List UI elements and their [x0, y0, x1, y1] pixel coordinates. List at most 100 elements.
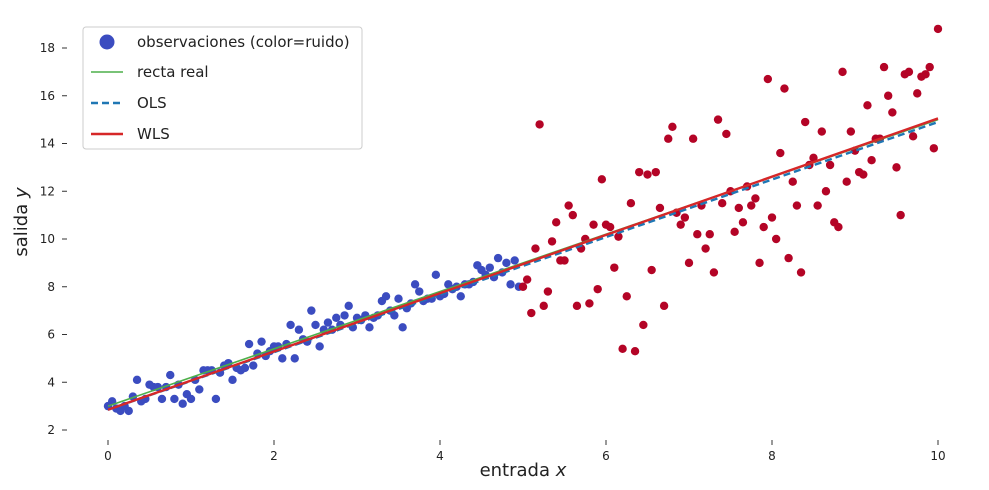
- data-point-high-noise: [531, 244, 540, 253]
- data-point-low-noise: [510, 256, 519, 265]
- data-point-low-noise: [170, 394, 179, 404]
- data-point-high-noise: [684, 258, 694, 268]
- data-point-high-noise: [568, 210, 577, 220]
- data-point-low-noise: [240, 363, 250, 373]
- data-point-low-noise: [485, 263, 494, 272]
- data-point-high-noise: [842, 177, 851, 186]
- data-point-high-noise: [796, 268, 806, 277]
- data-point-high-noise: [593, 284, 602, 294]
- data-point-high-noise: [863, 101, 872, 110]
- data-point-high-noise: [718, 198, 727, 208]
- data-point-low-noise: [244, 339, 254, 349]
- x-tick-label: 2: [270, 449, 278, 463]
- data-point-low-noise: [132, 375, 142, 385]
- fit-lines: [107, 117, 939, 411]
- x-tick-label: 0: [104, 449, 112, 463]
- data-point-low-noise: [502, 258, 511, 268]
- data-point-high-noise: [925, 62, 934, 72]
- data-point-high-noise: [825, 160, 835, 170]
- data-point-low-noise: [323, 318, 333, 327]
- data-point-high-noise: [622, 292, 631, 301]
- data-point-high-noise: [921, 70, 930, 79]
- data-point-high-noise: [792, 201, 802, 210]
- data-point-low-noise: [390, 311, 399, 320]
- legend-label-recta-real: recta real: [137, 63, 209, 81]
- data-point-high-noise: [780, 84, 789, 93]
- data-point-low-noise: [186, 394, 196, 404]
- data-point-low-noise: [415, 287, 424, 296]
- y-tick-label: 4: [47, 375, 55, 389]
- data-point-high-noise: [701, 244, 710, 253]
- data-point-low-noise: [290, 354, 299, 363]
- data-point-high-noise: [767, 213, 777, 222]
- data-point-low-noise: [257, 337, 266, 346]
- data-point-low-noise: [294, 325, 304, 334]
- x-axis: 0 2 4 6 8 10: [104, 440, 946, 463]
- data-point-low-noise: [157, 394, 167, 404]
- data-point-low-noise: [394, 294, 403, 303]
- data-point-low-noise: [311, 320, 320, 330]
- data-point-low-noise: [195, 385, 204, 394]
- data-point-high-noise: [589, 220, 598, 229]
- data-point-high-noise: [859, 170, 868, 179]
- y-tick-label: 18: [40, 41, 55, 55]
- data-point-high-noise: [817, 127, 826, 136]
- data-point-high-noise: [834, 222, 843, 232]
- data-point-high-noise: [801, 117, 810, 127]
- y-tick-label: 10: [40, 232, 55, 246]
- data-point-high-noise: [527, 308, 536, 318]
- data-point-high-noise: [755, 258, 764, 268]
- data-point-high-noise: [680, 213, 690, 222]
- data-point-high-noise: [867, 156, 876, 165]
- y-tick-label: 6: [47, 328, 55, 342]
- y-tick-label: 12: [40, 184, 55, 198]
- data-point-low-noise: [506, 280, 515, 289]
- data-point-low-noise: [286, 320, 295, 330]
- x-tick-label: 6: [602, 449, 610, 463]
- data-point-high-noise: [693, 230, 702, 239]
- data-point-low-noise: [398, 323, 407, 332]
- data-point-low-noise: [381, 292, 391, 301]
- data-point-high-noise: [605, 222, 615, 232]
- data-point-high-noise: [771, 234, 781, 244]
- data-point-low-noise: [340, 311, 349, 320]
- data-point-high-noise: [730, 227, 739, 237]
- data-point-high-noise: [539, 301, 548, 311]
- legend: observaciones (color=ruido) recta real O…: [82, 26, 363, 150]
- legend-marker-observaciones: [99, 34, 115, 50]
- y-tick-label: 16: [40, 89, 55, 103]
- x-tick-label: 4: [436, 449, 444, 463]
- data-point-high-noise: [688, 134, 698, 143]
- data-point-high-noise: [676, 220, 685, 229]
- data-point-low-noise: [493, 253, 503, 263]
- data-point-high-noise: [896, 210, 905, 220]
- data-point-high-noise: [751, 194, 760, 203]
- data-point-high-noise: [651, 167, 660, 177]
- data-point-high-noise: [892, 163, 901, 172]
- legend-label-observaciones: observaciones (color=ruido): [137, 33, 350, 51]
- data-point-high-noise: [647, 265, 656, 275]
- data-point-low-noise: [124, 406, 133, 416]
- data-point-low-noise: [344, 301, 353, 311]
- data-point-high-noise: [879, 62, 889, 72]
- y-axis: 2 4 6 8 10 12 14 16 18: [40, 41, 67, 437]
- data-point-high-noise: [547, 237, 557, 246]
- data-point-high-noise: [560, 256, 569, 265]
- data-point-high-noise: [888, 108, 897, 117]
- data-point-high-noise: [813, 201, 822, 210]
- y-tick-label: 14: [40, 137, 55, 151]
- data-point-high-noise: [597, 175, 607, 184]
- data-point-low-noise: [278, 354, 287, 363]
- data-point-high-noise: [884, 91, 893, 100]
- data-point-high-noise: [776, 148, 785, 158]
- data-point-low-noise: [410, 280, 420, 289]
- data-point-high-noise: [643, 170, 652, 179]
- data-point-low-noise: [166, 370, 175, 380]
- x-tick-label: 10: [930, 449, 945, 463]
- data-point-high-noise: [784, 253, 793, 263]
- data-point-high-noise: [535, 120, 544, 129]
- data-point-high-noise: [738, 218, 748, 227]
- x-tick-label: 8: [768, 449, 776, 463]
- data-point-high-noise: [709, 268, 719, 277]
